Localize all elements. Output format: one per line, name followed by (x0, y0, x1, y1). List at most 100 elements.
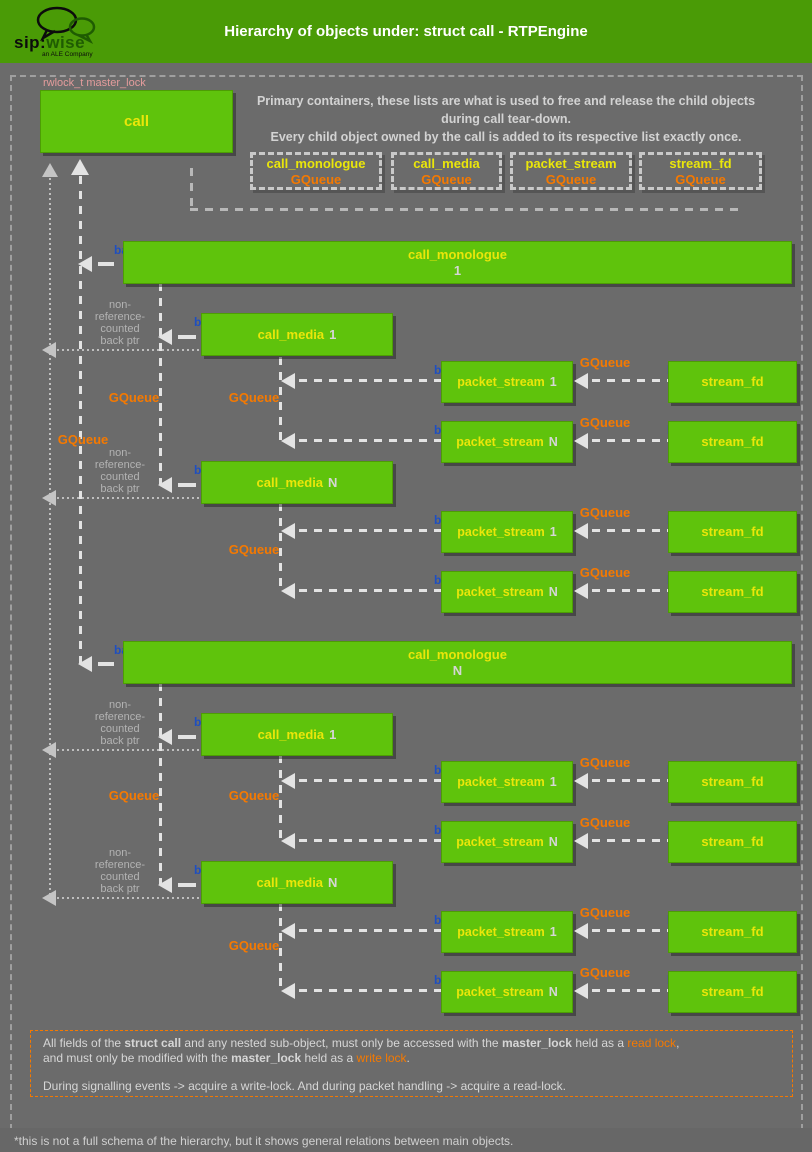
container-stream-fd-gqueue: stream_fd GQueue (639, 152, 762, 190)
call-monologue-N-box: call_monologue N (123, 641, 792, 684)
box-name: packet_stream (457, 775, 545, 789)
call-media-N-box: call_media N (201, 461, 393, 504)
stream-back-ptr-line (299, 439, 441, 442)
containers-connector-horizontal (190, 208, 738, 211)
box-index: N (548, 835, 558, 849)
monologue-queue-line (79, 176, 82, 668)
stream-fd-box: stream_fd (668, 911, 797, 953)
stream-back-ptr-line (299, 379, 441, 382)
box-index: N (548, 985, 558, 999)
box-name: stream_fd (701, 524, 764, 539)
container-type: GQueue (290, 171, 342, 187)
back-ptr-dash (178, 735, 196, 739)
box-name: call_monologue (408, 246, 507, 262)
box-index: N (548, 435, 558, 449)
gqueue-arrow-line (592, 779, 668, 782)
packet-stream-box: packet_stream N (441, 571, 573, 613)
logo-wise-text: wise (46, 33, 86, 52)
back-ptr-arrowhead-icon (158, 477, 172, 493)
container-type: GQueue (421, 171, 472, 187)
stream-queue-line-4 (279, 903, 282, 993)
stream-back-ptr-arrowhead-icon (281, 523, 295, 539)
stream-fd-box: stream_fd (668, 421, 797, 463)
gqueue-arrowhead-icon (574, 923, 588, 939)
box-name: packet_stream (456, 835, 544, 849)
container-name: call_monologue (266, 155, 366, 171)
container-name: packet_stream (525, 155, 617, 171)
gqueue-arrowhead-icon (574, 833, 588, 849)
footer-disclaimer: *this is not a full schema of the hierar… (14, 1134, 514, 1148)
gqueue-label: GQueue (108, 390, 160, 405)
container-call-media-gqueue: call_media GQueue (391, 152, 502, 190)
gqueue-arrow-line (592, 529, 668, 532)
nonref-backptr-label: non-reference- counted back ptr (94, 847, 146, 895)
gqueue-label: GQueue (579, 815, 631, 830)
box-index: N (328, 474, 338, 490)
gqueue-label: GQueue (228, 390, 280, 405)
container-name: stream_fd (669, 155, 732, 171)
gqueue-arrowhead-icon (574, 433, 588, 449)
gqueue-arrowhead-icon (574, 773, 588, 789)
box-name: packet_stream (456, 435, 544, 449)
note-line-1: All fields of the struct call and any ne… (43, 1036, 680, 1050)
nonref-arrowhead-icon (42, 742, 56, 758)
nonref-dotted-branch (52, 749, 201, 751)
container-packet-stream-gqueue: packet_stream GQueue (510, 152, 632, 190)
nonref-dotted-branch (52, 349, 201, 351)
media-queue-line-mono1 (159, 283, 162, 485)
page-title: Hierarchy of objects under: struct call … (224, 23, 588, 40)
container-type: GQueue (545, 171, 597, 187)
back-ptr-dash (98, 262, 114, 266)
nonref-backptr-label: non-reference- counted back ptr (94, 299, 146, 347)
box-name: stream_fd (701, 584, 764, 599)
gqueue-label: GQueue (579, 415, 631, 430)
gqueue-arrowhead-icon (574, 983, 588, 999)
stream-back-ptr-arrowhead-icon (281, 373, 295, 389)
call-box-label: call (123, 112, 150, 130)
nonref-backptr-label: non-reference- counted back ptr (94, 699, 146, 747)
box-name: stream_fd (701, 984, 764, 999)
packet-stream-box: packet_stream 1 (441, 361, 573, 403)
box-name: call_media (256, 474, 324, 490)
stream-fd-box: stream_fd (668, 511, 797, 553)
gqueue-label: GQueue (228, 542, 280, 557)
stream-back-ptr-line (299, 839, 441, 842)
gqueue-label: GQueue (579, 565, 631, 580)
gqueue-label: GQueue (228, 938, 280, 953)
stream-back-ptr-line (299, 529, 441, 532)
box-name: call_monologue (408, 646, 507, 662)
box-index: 1 (549, 775, 557, 789)
call-media-1-box: call_media 1 (201, 313, 393, 356)
box-index: 1 (549, 925, 557, 939)
box-name: packet_stream (457, 925, 545, 939)
containers-connector-vertical (190, 168, 193, 210)
rwlock-label: rwlock_t master_lock (43, 77, 146, 89)
call-media-1-box: call_media 1 (201, 713, 393, 756)
gqueue-label: GQueue (579, 505, 631, 520)
box-index: 1 (329, 326, 337, 342)
stream-queue-line-3 (279, 755, 282, 843)
gqueue-label: GQueue (57, 432, 109, 447)
gqueue-arrow-line (592, 989, 668, 992)
stream-back-ptr-arrowhead-icon (281, 433, 295, 449)
box-name: call_media (256, 874, 324, 890)
stream-queue-line-2 (279, 503, 282, 593)
box-name: stream_fd (701, 774, 764, 789)
call-media-N-box: call_media N (201, 861, 393, 904)
media-backptr-arrow-up-icon (42, 163, 58, 177)
box-index: 1 (549, 525, 557, 539)
gqueue-arrow-line (592, 839, 668, 842)
back-ptr-dash (178, 335, 196, 339)
header-bar: Hierarchy of objects under: struct call … (0, 0, 812, 63)
back-ptr-dash (178, 883, 196, 887)
logo-company-text: an ALE Company (42, 51, 93, 58)
stream-fd-box: stream_fd (668, 361, 797, 403)
note-line-3: During signalling events -> acquire a wr… (43, 1079, 566, 1093)
back-ptr-dash (98, 662, 114, 666)
box-index: 1 (329, 726, 337, 742)
nonref-dotted-branch (52, 497, 201, 499)
box-index: N (328, 874, 338, 890)
container-name: call_media (413, 155, 480, 171)
stream-queue-line-1 (279, 357, 282, 443)
